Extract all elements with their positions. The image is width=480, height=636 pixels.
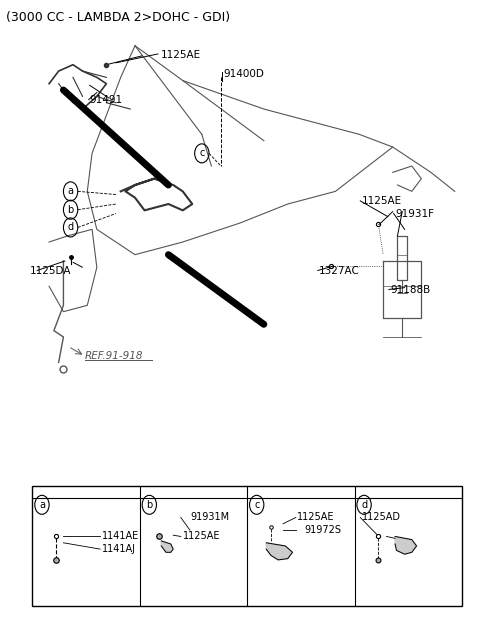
Text: (3000 CC - LAMBDA 2>DOHC - GDI): (3000 CC - LAMBDA 2>DOHC - GDI)	[6, 11, 230, 24]
Text: b: b	[146, 500, 153, 510]
Text: d: d	[68, 223, 73, 232]
Text: 91188B: 91188B	[390, 284, 431, 294]
Text: 91972S: 91972S	[304, 525, 341, 535]
Text: 1141AJ: 1141AJ	[102, 544, 136, 554]
Text: 91931F: 91931F	[395, 209, 434, 219]
Text: c: c	[199, 148, 204, 158]
Polygon shape	[266, 543, 292, 560]
Text: REF.91-918: REF.91-918	[85, 351, 144, 361]
Text: c: c	[254, 500, 259, 510]
Text: 1125AE: 1125AE	[161, 50, 202, 60]
Text: d: d	[361, 500, 367, 510]
Text: 1125AE: 1125AE	[362, 196, 402, 206]
Text: 1125DA: 1125DA	[30, 265, 72, 275]
Text: 1125AD: 1125AD	[362, 513, 401, 522]
Text: 1141AE: 1141AE	[102, 532, 139, 541]
Text: 1125AE: 1125AE	[297, 513, 335, 522]
Text: 1125AE: 1125AE	[183, 532, 220, 541]
Polygon shape	[395, 536, 417, 554]
Bar	[33, 486, 462, 606]
Text: 91931M: 91931M	[190, 513, 229, 522]
Text: 91491: 91491	[90, 95, 123, 104]
Text: a: a	[39, 500, 45, 510]
Text: a: a	[68, 186, 73, 197]
Text: b: b	[68, 205, 74, 215]
Text: 91400D: 91400D	[223, 69, 264, 80]
Text: 1327AC: 1327AC	[319, 265, 360, 275]
Polygon shape	[161, 541, 173, 552]
